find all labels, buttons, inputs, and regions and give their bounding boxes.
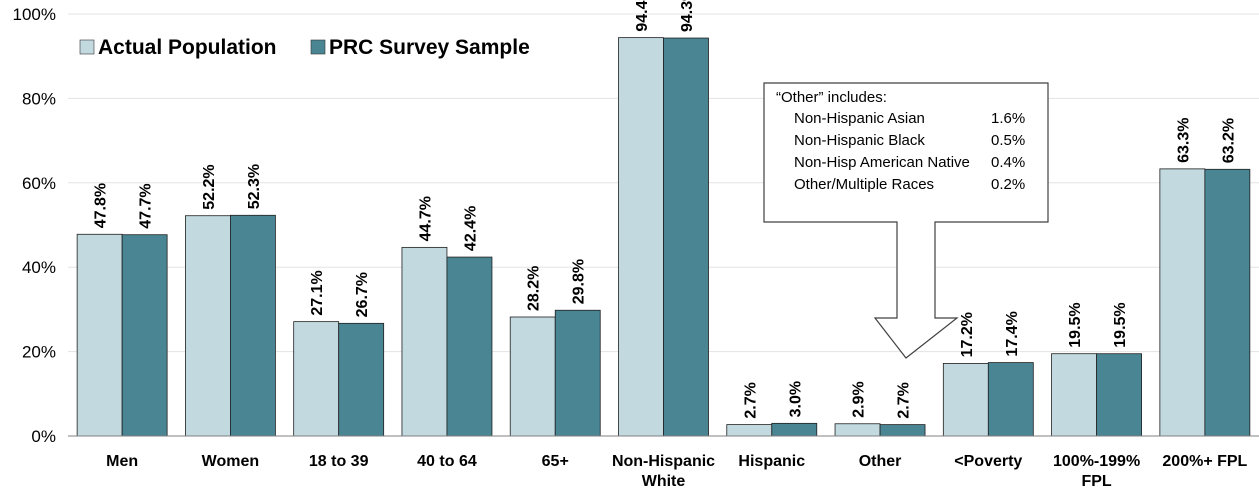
data-label: 52.2% <box>201 164 218 209</box>
callout-row-value: 0.2% <box>991 176 1025 193</box>
bar-prc-survey-sample <box>338 322 385 437</box>
data-label: 44.7% <box>417 196 434 241</box>
data-label: 2.7% <box>896 382 913 418</box>
bar-prc-survey-sample <box>771 422 818 437</box>
legend: Actual Population PRC Survey Sample <box>79 36 530 59</box>
bar-prc-survey-sample <box>446 256 493 437</box>
data-label: 17.4% <box>1004 311 1021 356</box>
data-label: 2.7% <box>742 382 759 418</box>
callout-row-label: Non-Hispanic Black <box>794 132 925 149</box>
data-label: 27.1% <box>309 270 326 315</box>
bar-actual-population <box>1051 353 1097 437</box>
data-label: 29.8% <box>571 259 588 304</box>
bar-actual-population <box>185 215 231 437</box>
callout-row-label: Non-Hisp American Native <box>794 154 970 171</box>
y-tick-label: 0% <box>31 427 56 446</box>
category-label: 65+ <box>542 453 569 470</box>
bar-actual-population <box>834 423 881 437</box>
other-includes-callout: “Other” includes: Non-Hispanic Asian 1.6… <box>763 82 1049 359</box>
callout-row-value: 1.6% <box>991 110 1025 127</box>
bar-prc-survey-sample <box>1204 168 1251 437</box>
bars <box>76 37 1251 437</box>
data-label: 19.5% <box>1112 302 1129 347</box>
bar-actual-population <box>942 363 989 437</box>
callout-row-label: Other/Multiple Races <box>794 176 934 193</box>
data-label: 19.5% <box>1067 302 1084 347</box>
bar-prc-survey-sample <box>1096 353 1142 437</box>
y-tick-label: 20% <box>22 343 56 362</box>
callout-row-label: Non-Hispanic Asian <box>794 110 925 127</box>
legend-label-actual-population: Actual Population <box>98 36 277 59</box>
category-label: 40 to 64 <box>417 453 477 470</box>
y-tick-label: 80% <box>22 89 56 108</box>
callout-row-value: 0.4% <box>991 154 1025 171</box>
category-label: Men <box>106 453 138 470</box>
y-tick-labels: 0% 20% 40% 60% 80% 100% <box>13 5 56 446</box>
data-label: 47.8% <box>93 183 110 228</box>
category-labels: Men Women 18 to 39 40 to 64 65+ Non-Hispanic W… <box>106 453 1247 490</box>
data-label: 63.3% <box>1175 117 1192 162</box>
bar-prc-survey-sample <box>554 309 601 437</box>
category-label: Non-Hispanic <box>612 453 715 470</box>
bar-actual-population <box>726 424 773 437</box>
bar-actual-population <box>76 233 123 437</box>
y-tick-label: 40% <box>22 258 56 277</box>
bar-prc-survey-sample <box>121 234 168 437</box>
data-labels: 47.8% 47.7% 52.2% 52.3% 27.1% 26.7% 44.7% 42.4%… <box>93 0 1238 419</box>
category-label: Women <box>202 453 259 470</box>
data-label: 26.7% <box>354 272 371 317</box>
callout-box <box>763 82 1049 359</box>
bar-prc-survey-sample <box>230 214 276 437</box>
data-label: 2.9% <box>851 381 868 417</box>
data-label: 3.0% <box>787 381 804 417</box>
data-label: 52.3% <box>246 164 263 209</box>
bar-actual-population <box>293 321 340 437</box>
category-label: Hispanic <box>738 453 805 470</box>
category-label: <Poverty <box>954 453 1022 470</box>
data-label: 63.2% <box>1220 118 1237 163</box>
bar-prc-survey-sample <box>879 424 926 437</box>
bar-actual-population <box>401 246 448 437</box>
category-label: White <box>642 473 686 490</box>
category-label: FPL <box>1081 473 1111 490</box>
data-label: 17.2% <box>959 312 976 357</box>
bar-actual-population <box>509 316 556 437</box>
bar-prc-survey-sample <box>987 362 1034 437</box>
data-label: 42.4% <box>462 206 479 251</box>
y-tick-label: 100% <box>13 5 56 24</box>
data-label: 94.4% <box>634 0 651 32</box>
callout-title: “Other” includes: <box>776 89 887 106</box>
data-label: 47.7% <box>138 183 155 228</box>
data-label: 94.3% <box>679 0 696 32</box>
data-label: 28.2% <box>526 266 543 311</box>
y-tick-label: 60% <box>22 174 56 193</box>
bar-prc-survey-sample <box>663 37 709 437</box>
category-label: 18 to 39 <box>309 453 369 470</box>
legend-label-prc-survey-sample: PRC Survey Sample <box>329 36 530 59</box>
bar-actual-population <box>618 37 664 437</box>
category-label: 100%-199% <box>1053 453 1140 470</box>
bar-actual-population <box>1159 168 1206 437</box>
legend-swatch-actual-population <box>79 39 95 55</box>
callout-row-value: 0.5% <box>991 132 1025 149</box>
category-label: 200%+ FPL <box>1162 453 1247 470</box>
legend-swatch-prc-survey-sample <box>310 39 326 55</box>
category-label: Other <box>859 453 902 470</box>
